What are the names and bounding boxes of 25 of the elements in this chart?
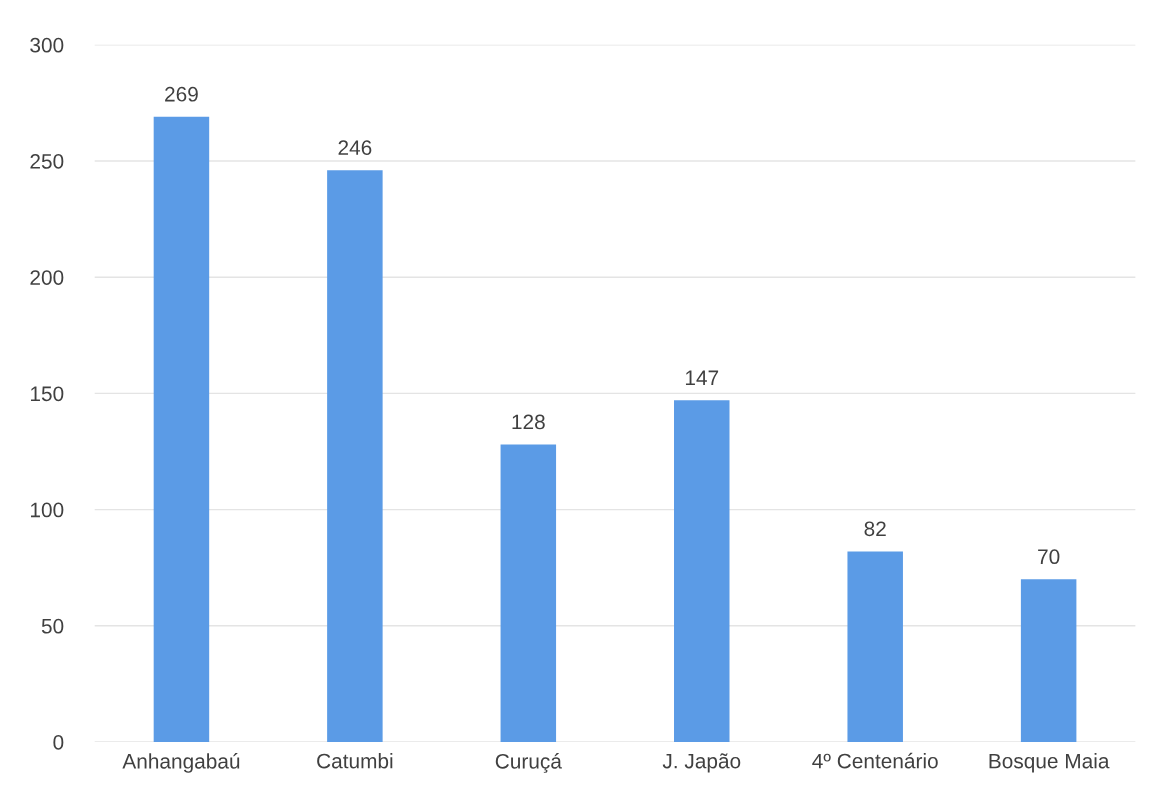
x-tick-label: Bosque Maia — [989, 753, 1110, 773]
bar — [1020, 579, 1077, 742]
bar — [153, 116, 210, 742]
data-label: 269 — [165, 86, 198, 102]
x-tick-label: J. Japão — [662, 753, 741, 773]
y-tick-label: 250 — [30, 154, 64, 169]
data-label: 246 — [338, 140, 372, 156]
y-tick-label: 50 — [41, 618, 64, 634]
data-label: 82 — [864, 521, 886, 537]
y-tick-label: 200 — [30, 270, 64, 285]
y-tick-label: 0 — [53, 735, 64, 750]
y-tick-label: 300 — [30, 37, 64, 53]
y-tick-label: 100 — [30, 502, 64, 518]
x-tick-label: 4º Centenário — [812, 752, 938, 769]
bar — [847, 551, 903, 742]
y-tick-label: 150 — [30, 386, 64, 402]
data-label: 147 — [685, 370, 719, 385]
data-label: 70 — [1038, 549, 1060, 565]
bar — [327, 170, 383, 742]
x-tick-label: Curuçá — [495, 753, 562, 773]
bar — [674, 400, 730, 742]
x-tick-label: Anhangabaú — [122, 753, 240, 773]
bar — [500, 444, 557, 742]
data-label: 128 — [512, 414, 545, 430]
x-tick-label: Catumbi — [317, 753, 393, 769]
